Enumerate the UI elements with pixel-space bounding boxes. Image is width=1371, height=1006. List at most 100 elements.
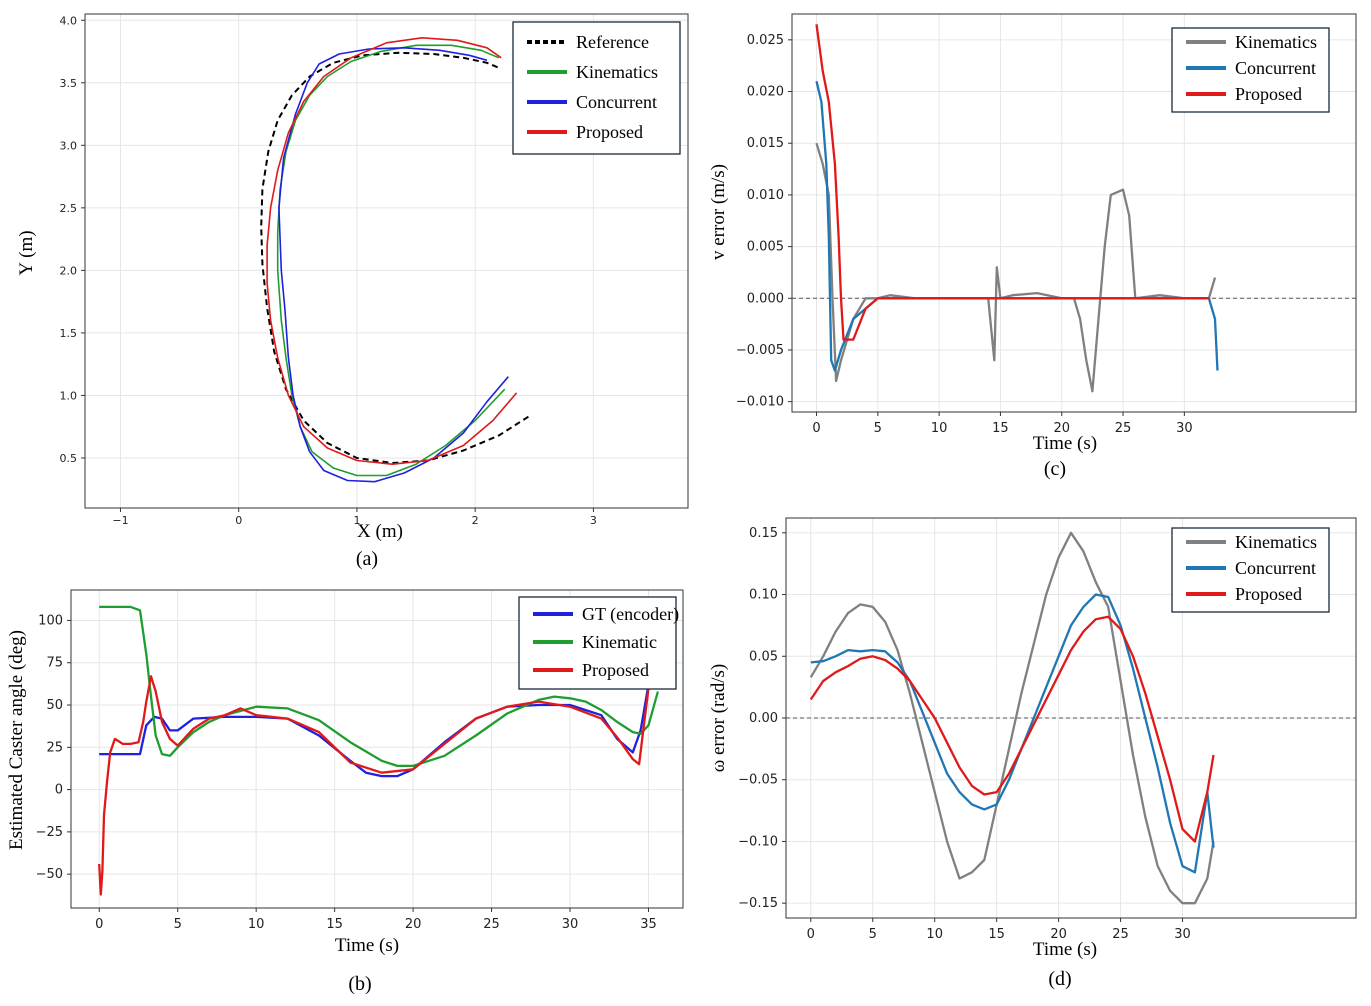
x-axis-label: X (m) bbox=[357, 521, 403, 542]
x-axis-label: Time (s) bbox=[1033, 939, 1097, 960]
series-group bbox=[98, 605, 660, 896]
x-tick-label: 15 bbox=[988, 927, 1005, 942]
plot-frame bbox=[84, 13, 689, 509]
chart-d: 0 5 10 15 20 25 30 −0.15 −0.10 −0.05 0.00 0.05 0.10 0… bbox=[708, 517, 1357, 990]
legend-label: GT (encoder) bbox=[582, 604, 679, 625]
series-line-kinematics bbox=[276, 44, 506, 477]
y-tick-label: 0.15 bbox=[749, 526, 778, 541]
y-tick-label: 25 bbox=[46, 740, 63, 755]
legend-label: Proposed bbox=[576, 122, 643, 142]
y-tick-label: −50 bbox=[36, 867, 63, 882]
y-tick-label: 0.10 bbox=[749, 588, 778, 603]
legend-label: Concurrent bbox=[576, 92, 657, 112]
x-tick-label: 35 bbox=[640, 917, 657, 932]
plot-frame bbox=[70, 589, 684, 909]
plot-frame bbox=[791, 13, 1357, 413]
y-tick-label: 0.025 bbox=[747, 33, 784, 48]
y-tick-label: 0.015 bbox=[747, 136, 784, 151]
y-tick-label: −0.05 bbox=[738, 773, 778, 788]
y-tick-label: 1.0 bbox=[60, 389, 78, 402]
y-tick-label: 100 bbox=[38, 613, 63, 628]
y-tick-label: 0.05 bbox=[749, 649, 778, 664]
x-axis-label: Time (s) bbox=[335, 935, 399, 956]
x-tick-label: 0 bbox=[812, 421, 820, 436]
x-tick-label: 0 bbox=[807, 927, 815, 942]
y-tick-label: −0.005 bbox=[736, 343, 784, 358]
legend-label: Proposed bbox=[1235, 84, 1302, 104]
x-tick-label: 10 bbox=[248, 917, 265, 932]
legend-label: Proposed bbox=[1235, 584, 1302, 604]
x-tick-label: 10 bbox=[931, 421, 948, 436]
legend-label: Proposed bbox=[582, 660, 649, 680]
x-tick-label: 15 bbox=[992, 421, 1009, 436]
legend-label: Concurrent bbox=[1235, 558, 1316, 578]
plot-frame bbox=[785, 517, 1357, 919]
series-group bbox=[809, 531, 1215, 905]
y-tick-label: 2.5 bbox=[60, 202, 78, 215]
series-line-kinematic bbox=[99, 605, 660, 768]
series-group bbox=[815, 24, 1219, 393]
y-tick-label: 0.000 bbox=[747, 291, 784, 306]
legend: Reference Kinematics Concurrent Proposed bbox=[512, 21, 681, 155]
y-tick-label: −0.15 bbox=[738, 896, 778, 911]
series-line-reference bbox=[260, 51, 529, 464]
x-tick-label: 5 bbox=[874, 421, 882, 436]
y-tick-label: 1.5 bbox=[60, 327, 78, 340]
legend-label: Kinematic bbox=[582, 632, 657, 652]
legend-label: Kinematics bbox=[576, 62, 658, 82]
y-axis-label: Y (m) bbox=[16, 230, 37, 275]
series-group bbox=[260, 36, 529, 483]
x-tick-label: 15 bbox=[326, 917, 343, 932]
y-tick-label: 2.0 bbox=[60, 264, 78, 277]
x-axis-label: Time (s) bbox=[1033, 433, 1097, 454]
y-tick-label: 3.5 bbox=[60, 77, 78, 90]
y-tick-label: 3.0 bbox=[60, 139, 78, 152]
y-tick-label: 75 bbox=[46, 656, 63, 671]
x-tick-label: 30 bbox=[1176, 421, 1193, 436]
chart-c: 0 5 10 15 20 25 30 −0.010 −0.005 0.000 0.005 0.010 0… bbox=[708, 13, 1357, 480]
y-tick-label: 0.010 bbox=[747, 188, 784, 203]
y-tick-label: 0.005 bbox=[747, 240, 784, 255]
legend-label: Kinematics bbox=[1235, 532, 1317, 552]
x-tick-label: 30 bbox=[562, 917, 579, 932]
legend: Kinematics Concurrent Proposed bbox=[1171, 27, 1330, 113]
y-tick-label: 0 bbox=[55, 783, 63, 798]
legend: GT (encoder) Kinematic Proposed bbox=[518, 596, 679, 690]
y-tick-label: 0.00 bbox=[749, 711, 778, 726]
x-tick-label: 5 bbox=[174, 917, 182, 932]
y-axis-label: Estimated Caster angle (deg) bbox=[6, 630, 27, 850]
subfigure-caption: (b) bbox=[348, 973, 371, 995]
y-tick-label: 4.0 bbox=[60, 14, 78, 27]
x-tick-label: 25 bbox=[1115, 421, 1132, 436]
x-tick-label: 5 bbox=[869, 927, 877, 942]
series-line-kinematics bbox=[815, 142, 1217, 393]
series-line-kinematics bbox=[809, 531, 1215, 905]
x-tick-label: 30 bbox=[1174, 927, 1191, 942]
y-axis-label: ω error (rad/s) bbox=[708, 664, 729, 773]
legend: Kinematics Concurrent Proposed bbox=[1171, 527, 1330, 613]
y-tick-label: −25 bbox=[36, 825, 63, 840]
series-line-proposed bbox=[266, 36, 518, 466]
x-tick-label: 20 bbox=[1053, 421, 1070, 436]
x-tick-label: 10 bbox=[926, 927, 943, 942]
series-line-concurrent bbox=[278, 46, 509, 483]
series-line-concurrent bbox=[810, 593, 1215, 874]
y-tick-label: 0.5 bbox=[60, 452, 78, 465]
series-line-proposed bbox=[809, 615, 1215, 843]
x-tick-label: 1 bbox=[353, 514, 360, 527]
legend-label: Reference bbox=[576, 32, 649, 52]
series-line-proposed bbox=[815, 24, 1209, 341]
x-tick-label: 0 bbox=[235, 514, 242, 527]
x-tick-label: 25 bbox=[1112, 927, 1129, 942]
chart-a: −1 0 1 2 3 0.5 1.0 1.5 2.0 2.5 3.0 3.5 4.0 Reference K… bbox=[16, 13, 689, 570]
x-tick-label: 2 bbox=[472, 514, 479, 527]
y-tick-label: 0.020 bbox=[747, 85, 784, 100]
x-tick-label: 25 bbox=[483, 917, 500, 932]
subfigure-caption: (d) bbox=[1048, 968, 1071, 990]
subfigure-caption: (c) bbox=[1044, 458, 1066, 480]
x-tick-label: −1 bbox=[112, 514, 128, 527]
subfigure-caption: (a) bbox=[356, 548, 378, 570]
y-tick-label: −0.010 bbox=[736, 395, 784, 410]
x-tick-label: 3 bbox=[590, 514, 597, 527]
series-line-gt-encoder bbox=[99, 684, 650, 778]
